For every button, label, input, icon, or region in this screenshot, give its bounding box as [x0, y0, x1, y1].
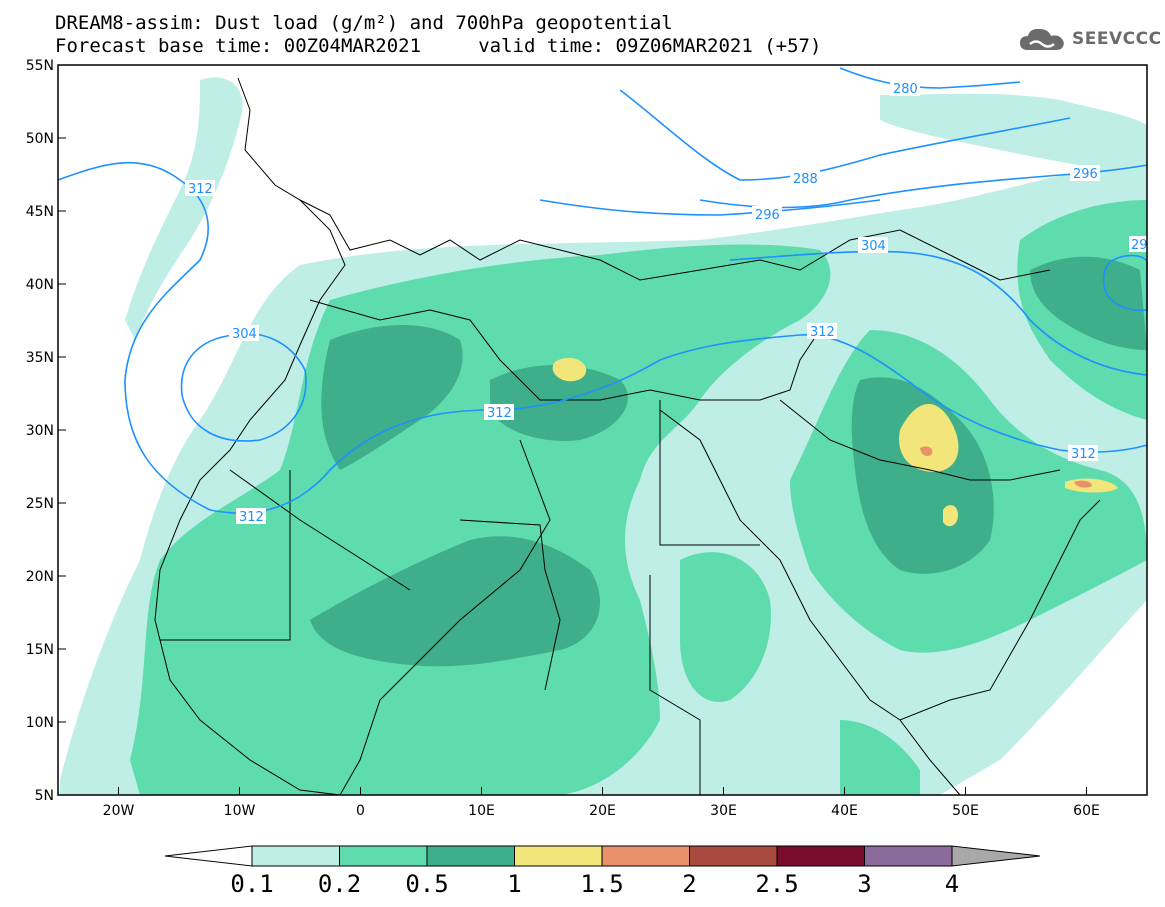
- colorbar: [164, 845, 1041, 867]
- lat-tick-label: 5N: [35, 788, 54, 804]
- colorbar-tick-label: 0.2: [317, 870, 362, 898]
- colorbar-segment: [601, 845, 690, 867]
- colorbar-tick-label: 0.5: [405, 870, 449, 898]
- lon-tick-label: 40E: [831, 803, 858, 819]
- colorbar-segment: [776, 845, 865, 867]
- lat-tick-label: 45N: [26, 204, 54, 220]
- contour-304-west: [180, 333, 307, 442]
- contour-label: 29: [1131, 238, 1148, 253]
- lon-tick-label: 30E: [710, 803, 737, 819]
- colorbar-segment: [689, 845, 778, 867]
- contour-304-north: [729, 250, 1148, 376]
- colorbar-tick-label: 3: [857, 870, 872, 898]
- colorbar-tick-label: 2.5: [755, 870, 799, 898]
- contour-312-west: [57, 161, 1148, 514]
- lat-tick-label: 25N: [26, 496, 54, 512]
- colorbar-tick-label: 4: [944, 870, 960, 898]
- lon-tick-label: 20E: [589, 803, 616, 819]
- lat-tick-label: 35N: [26, 350, 54, 366]
- dust-plume-atlantic: [125, 77, 243, 340]
- dust-peak-kuwait: [920, 446, 933, 456]
- dust-band-medium: [130, 244, 831, 796]
- contour-label: 304: [232, 327, 257, 342]
- colorbar-tick-label: 1.5: [580, 870, 624, 898]
- dust-core-iran: [1030, 256, 1147, 350]
- coastlines: [154, 77, 1101, 796]
- contour-286: [539, 199, 881, 216]
- lat-tick-label: 50N: [26, 131, 54, 147]
- contour-label: 312: [1071, 447, 1096, 462]
- dust-band-sahel-east: [840, 720, 920, 795]
- colorbar-segment: [339, 845, 428, 867]
- contour-label: 312: [810, 325, 835, 340]
- cloud-icon: [1020, 28, 1064, 50]
- lon-tick-label: 60E: [1073, 803, 1100, 819]
- lat-tick-label: 40N: [26, 277, 54, 293]
- dust-peak-iran: [1074, 480, 1092, 488]
- contour-label: 312: [188, 182, 213, 197]
- colorbar-segment: [514, 845, 603, 867]
- lon-tick-label: 20W: [103, 803, 135, 819]
- dust-core-sahara: [310, 536, 600, 667]
- contour-label: 296: [1073, 167, 1098, 182]
- dust-core-maghreb: [321, 325, 463, 470]
- longitude-axis: 20W 10W 0 10E 20E 30E 40E 50E 60E: [103, 787, 1100, 819]
- colorbar-segment: [251, 845, 340, 867]
- brand-text: SEEVCCC: [1072, 29, 1162, 49]
- dust-high-kuwait: [899, 403, 959, 472]
- dust-band-horn: [680, 552, 771, 702]
- lat-tick-label: 30N: [26, 423, 54, 439]
- colorbar-arrow-low: [164, 845, 253, 867]
- colorbar-segment: [864, 845, 953, 867]
- lat-tick-label: 20N: [26, 569, 54, 585]
- dust-core-arabia: [851, 377, 994, 574]
- latitude-axis: 5N 10N 15N 20N 25N 30N 35N 40N 45N 50N 55N: [26, 58, 66, 804]
- lon-tick-label: 10E: [468, 803, 495, 819]
- colorbar-arrow-high: [951, 845, 1041, 867]
- contour-label: 280: [893, 82, 918, 97]
- map-title: DREAM8-assim: Dust load (g/m²) and 700hP…: [55, 12, 673, 34]
- map-subtitle: Forecast base time: 00Z04MAR2021 valid t…: [55, 35, 822, 57]
- lon-tick-label: 50E: [952, 803, 979, 819]
- contour-label: 296: [755, 208, 780, 223]
- lon-tick-label: 0: [356, 803, 365, 819]
- colorbar-tick-label: 1: [507, 870, 522, 898]
- colorbar-tick-label: 2: [682, 870, 697, 898]
- dust-band-north: [880, 93, 1147, 175]
- dust-fields: [60, 77, 1147, 796]
- contour-280: [839, 67, 1021, 89]
- contour-eastern-low: [1102, 254, 1148, 312]
- lat-tick-label: 55N: [26, 58, 54, 74]
- contour-label-group: 280 288 296 304 312 312 312 312 304 296 …: [185, 80, 1149, 525]
- dust-high-libya: [552, 357, 587, 382]
- lat-tick-label: 15N: [26, 642, 54, 658]
- colorbar-tick-label: 0.1: [230, 870, 274, 898]
- lon-tick-label: 10W: [224, 803, 256, 819]
- brand-logo: SEEVCCC: [1018, 26, 1162, 52]
- lat-tick-label: 10N: [26, 715, 54, 731]
- contour-label: 288: [793, 172, 818, 187]
- contour-label: 312: [239, 510, 264, 525]
- contour-label: 304: [861, 239, 886, 254]
- dust-high-qatar: [943, 505, 958, 527]
- contour-label: 312: [487, 406, 512, 421]
- colorbar-segment: [426, 845, 515, 867]
